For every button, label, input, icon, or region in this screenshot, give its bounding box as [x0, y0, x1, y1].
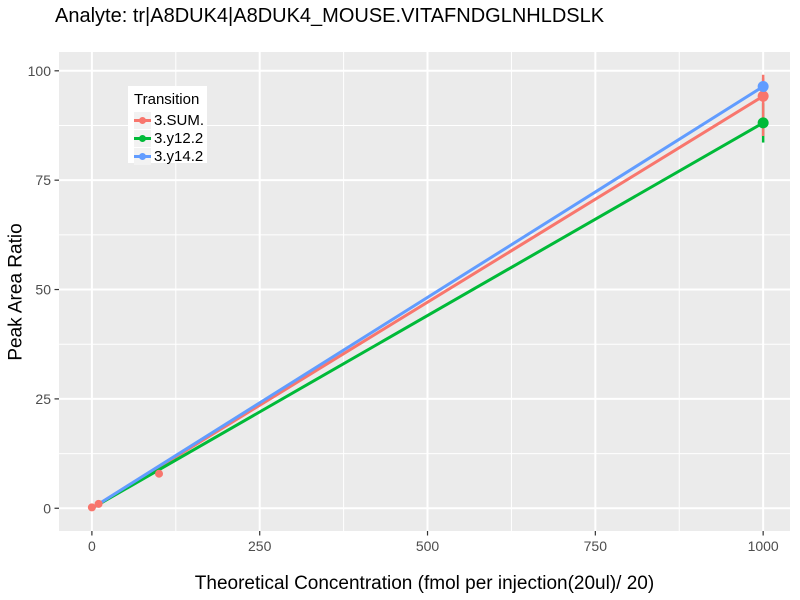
legend-label: 3.SUM.	[154, 111, 205, 129]
data-point-0	[94, 499, 103, 508]
y-tick-label: 75	[35, 172, 51, 188]
x-tick-label: 0	[88, 538, 96, 554]
data-point-1	[757, 117, 769, 129]
x-tick-label: 750	[584, 538, 608, 554]
legend-key-icon	[134, 111, 151, 129]
data-point-0	[757, 90, 769, 102]
legend-point-glyph	[139, 134, 146, 142]
legend-point-glyph	[139, 152, 146, 160]
fit-line-2	[91, 85, 764, 510]
legend-point-glyph	[139, 116, 146, 124]
fit-line-1	[91, 121, 764, 510]
x-tick-label: 1000	[748, 538, 779, 554]
y-tick-label: 25	[35, 391, 51, 407]
x-axis-title: Theoretical Concentration (fmol per inje…	[194, 573, 655, 594]
legend-key-icon	[134, 147, 151, 165]
data-point-0	[155, 469, 164, 478]
legend-item: 3.SUM.	[134, 111, 207, 129]
chart-title: Analyte: tr|A8DUK4|A8DUK4_MOUSE.VITAFNDG…	[55, 5, 605, 27]
legend-label: 3.y14.2	[154, 147, 204, 165]
x-tick-label: 250	[248, 538, 272, 554]
y-tick-label: 100	[28, 63, 52, 79]
legend-item: 3.y14.2	[134, 147, 207, 165]
data-point-2	[757, 81, 769, 93]
legend-key-icon	[134, 129, 151, 147]
legend-label: 3.y12.2	[154, 129, 204, 147]
legend: Transition 3.SUM. 3.y12.2 3.y14.2	[128, 86, 207, 165]
data-point-0	[87, 503, 96, 512]
legend-item: 3.y12.2	[134, 129, 207, 147]
legend-title: Transition	[134, 91, 200, 108]
y-tick-label: 50	[35, 282, 51, 298]
y-tick-label: 0	[43, 500, 51, 516]
x-tick-label: 500	[416, 538, 440, 554]
